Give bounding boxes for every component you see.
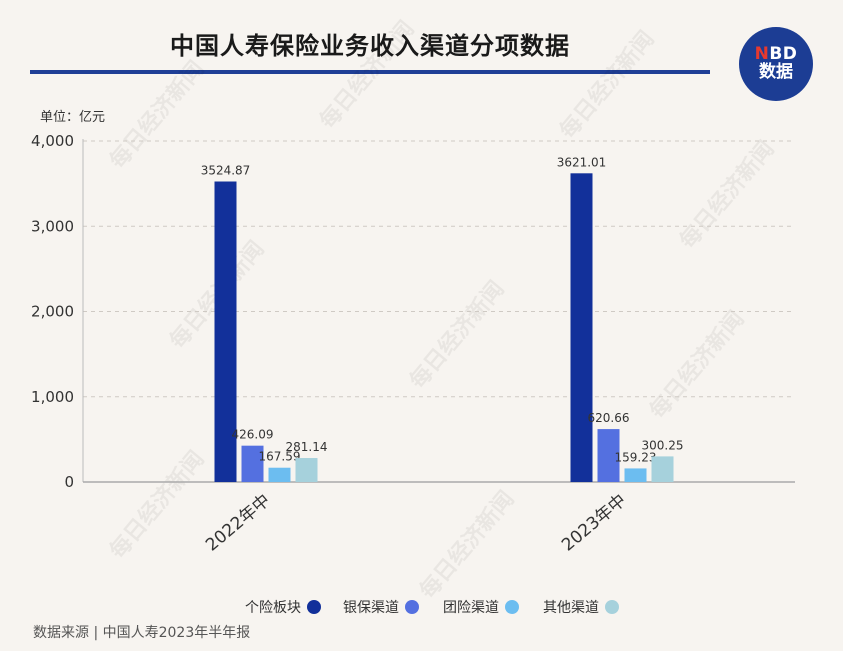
legend-item: 其他渠道	[543, 597, 619, 617]
watermark-text: 每日经济新闻	[645, 306, 750, 424]
legend-swatch	[405, 600, 419, 614]
data-label: 281.14	[286, 440, 328, 454]
legend-label: 其他渠道	[543, 600, 599, 616]
y-tick-label: 3,000	[31, 217, 74, 235]
y-tick-label: 1,000	[31, 388, 74, 406]
legend-swatch	[307, 600, 321, 614]
bar	[268, 467, 291, 482]
legend-label: 银保渠道	[343, 600, 399, 616]
watermark-text: 每日经济新闻	[105, 446, 210, 564]
bar	[570, 173, 593, 482]
bar	[651, 456, 674, 482]
chart-legend: 个险板块 银保渠道 团险渠道 其他渠道	[0, 597, 843, 617]
bar	[295, 458, 318, 482]
category-label: 2022年中	[202, 491, 274, 556]
bar	[241, 445, 264, 482]
title-underline	[30, 70, 710, 74]
category-label: 2023年中	[558, 491, 630, 556]
chart-title: 中国人寿保险业务收入渠道分项数据	[170, 32, 570, 60]
legend-item: 团险渠道	[443, 597, 519, 617]
legend-label: 团险渠道	[443, 600, 499, 616]
y-tick-label: 4,000	[31, 132, 74, 150]
legend-swatch	[605, 600, 619, 614]
legend-label: 个险板块	[245, 600, 301, 616]
watermark-text: 每日经济新闻	[555, 26, 660, 144]
data-label: 3524.87	[201, 164, 251, 178]
watermark-text: 每日经济新闻	[675, 136, 780, 254]
bar	[624, 468, 647, 482]
legend-item: 个险板块	[245, 597, 321, 617]
watermark-text: 每日经济新闻	[405, 276, 510, 394]
y-tick-label: 0	[64, 473, 74, 491]
logo-top-text: NBD	[754, 44, 798, 65]
y-tick-label: 2,000	[31, 303, 74, 321]
data-label: 426.09	[232, 428, 274, 442]
watermark-text: 每日经济新闻	[105, 56, 210, 174]
data-label: 620.66	[588, 411, 630, 425]
watermark-text: 每日经济新闻	[315, 16, 420, 134]
unit-label: 单位：亿元	[40, 110, 106, 125]
watermark-text: 每日经济新闻	[415, 486, 520, 604]
data-label: 167.59	[259, 450, 301, 464]
data-label: 159.23	[615, 450, 657, 464]
data-label: 3621.01	[557, 155, 607, 169]
legend-swatch	[505, 600, 519, 614]
logo-bottom-text: 数据	[759, 62, 793, 82]
bar	[214, 181, 237, 483]
data-label: 300.25	[642, 438, 684, 452]
data-source: 数据来源 | 中国人寿2023年半年报	[33, 625, 251, 641]
legend-item: 银保渠道	[343, 597, 419, 617]
nbd-logo: NBD 数据	[739, 27, 813, 101]
bar	[597, 429, 620, 482]
